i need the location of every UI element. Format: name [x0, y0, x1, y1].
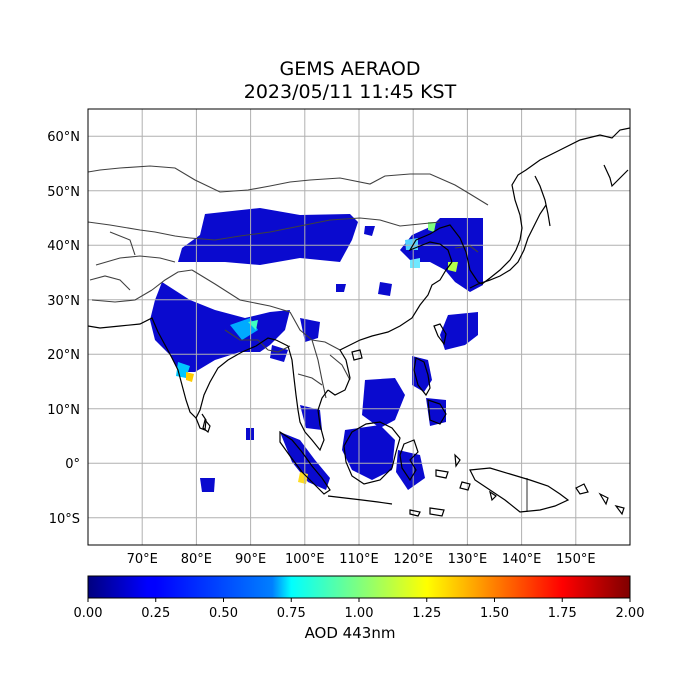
colorbar-tick-label: 0.50 — [209, 606, 238, 621]
lon-label: 120°E — [393, 552, 433, 567]
map-gridlines — [88, 109, 630, 545]
lon-label: 150°E — [556, 552, 596, 567]
colorbar — [87, 575, 631, 599]
colorbar-tick-label: 0.25 — [141, 606, 170, 621]
country-borders — [88, 165, 528, 512]
colorbar-tick-labels: 0.00 0.25 0.50 0.75 1.00 1.25 1.50 1.75 … — [74, 606, 645, 621]
colorbar-tick-label: 1.75 — [548, 606, 577, 621]
lon-label: 100°E — [285, 552, 325, 567]
lat-label: 60°N — [47, 130, 80, 145]
lon-label: 140°E — [502, 552, 542, 567]
map-title: GEMS AERAOD — [279, 58, 421, 80]
colorbar-tick-label: 0.75 — [277, 606, 306, 621]
lat-label: 50°N — [47, 185, 80, 200]
lat-label: 40°N — [47, 239, 80, 254]
longitude-labels: 70°E 80°E 90°E 100°E 110°E 120°E 130°E 1… — [127, 552, 596, 567]
aod-high-values — [176, 222, 458, 484]
map-subtitle-datetime: 2023/05/11 11:45 KST — [243, 81, 457, 103]
lon-label: 130°E — [448, 552, 488, 567]
colorbar-ticks — [87, 598, 631, 602]
colorbar-tick-label: 0.00 — [74, 606, 103, 621]
lat-label: 30°N — [47, 294, 80, 309]
map-frame — [87, 108, 631, 546]
lat-label: 10°N — [47, 403, 80, 418]
latitude-labels: 60°N 50°N 40°N 30°N 20°N 10°N 0° 10°S — [47, 130, 80, 527]
lat-label: 10°S — [49, 512, 80, 527]
colorbar-tick-label: 1.00 — [345, 606, 374, 621]
colorbar-tick-label: 1.25 — [412, 606, 441, 621]
colorbar-tick-label: 2.00 — [616, 606, 645, 621]
lon-label: 70°E — [127, 552, 158, 567]
coastlines — [88, 127, 630, 517]
lon-label: 80°E — [181, 552, 212, 567]
colorbar-label: AOD 443nm — [304, 624, 396, 642]
lon-label: 90°E — [235, 552, 266, 567]
lat-label: 20°N — [47, 348, 80, 363]
lon-label: 110°E — [339, 552, 379, 567]
lat-label: 0° — [65, 457, 80, 472]
colorbar-tick-label: 1.50 — [480, 606, 509, 621]
